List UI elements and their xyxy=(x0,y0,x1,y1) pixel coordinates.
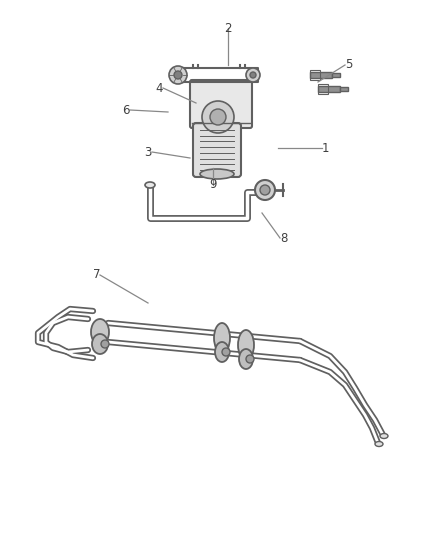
Text: 6: 6 xyxy=(123,103,130,117)
Ellipse shape xyxy=(215,342,229,362)
Circle shape xyxy=(210,109,226,125)
Ellipse shape xyxy=(380,433,388,439)
Ellipse shape xyxy=(375,441,383,447)
Circle shape xyxy=(222,348,230,356)
Text: 5: 5 xyxy=(345,59,353,71)
Circle shape xyxy=(246,355,254,363)
Bar xyxy=(310,70,320,80)
Circle shape xyxy=(169,66,187,84)
Circle shape xyxy=(250,72,256,78)
Bar xyxy=(340,87,348,91)
Circle shape xyxy=(255,180,275,200)
Ellipse shape xyxy=(92,334,108,354)
Bar xyxy=(310,72,332,78)
Ellipse shape xyxy=(214,323,230,353)
Circle shape xyxy=(101,340,109,348)
Ellipse shape xyxy=(239,349,253,369)
Text: 8: 8 xyxy=(280,231,287,245)
Ellipse shape xyxy=(91,319,109,345)
Text: 1: 1 xyxy=(322,141,329,155)
Circle shape xyxy=(246,68,260,82)
Text: 3: 3 xyxy=(145,146,152,158)
FancyBboxPatch shape xyxy=(193,123,241,177)
Ellipse shape xyxy=(145,182,155,188)
Text: 4: 4 xyxy=(155,82,163,94)
Bar xyxy=(332,73,340,77)
Text: 9: 9 xyxy=(209,179,217,191)
Circle shape xyxy=(174,71,182,79)
Bar xyxy=(318,84,328,94)
FancyBboxPatch shape xyxy=(190,80,252,128)
Bar xyxy=(318,86,340,92)
Circle shape xyxy=(202,101,234,133)
Text: 7: 7 xyxy=(92,269,100,281)
Ellipse shape xyxy=(200,169,234,179)
Ellipse shape xyxy=(238,330,254,360)
Circle shape xyxy=(260,185,270,195)
Text: 2: 2 xyxy=(224,21,232,35)
